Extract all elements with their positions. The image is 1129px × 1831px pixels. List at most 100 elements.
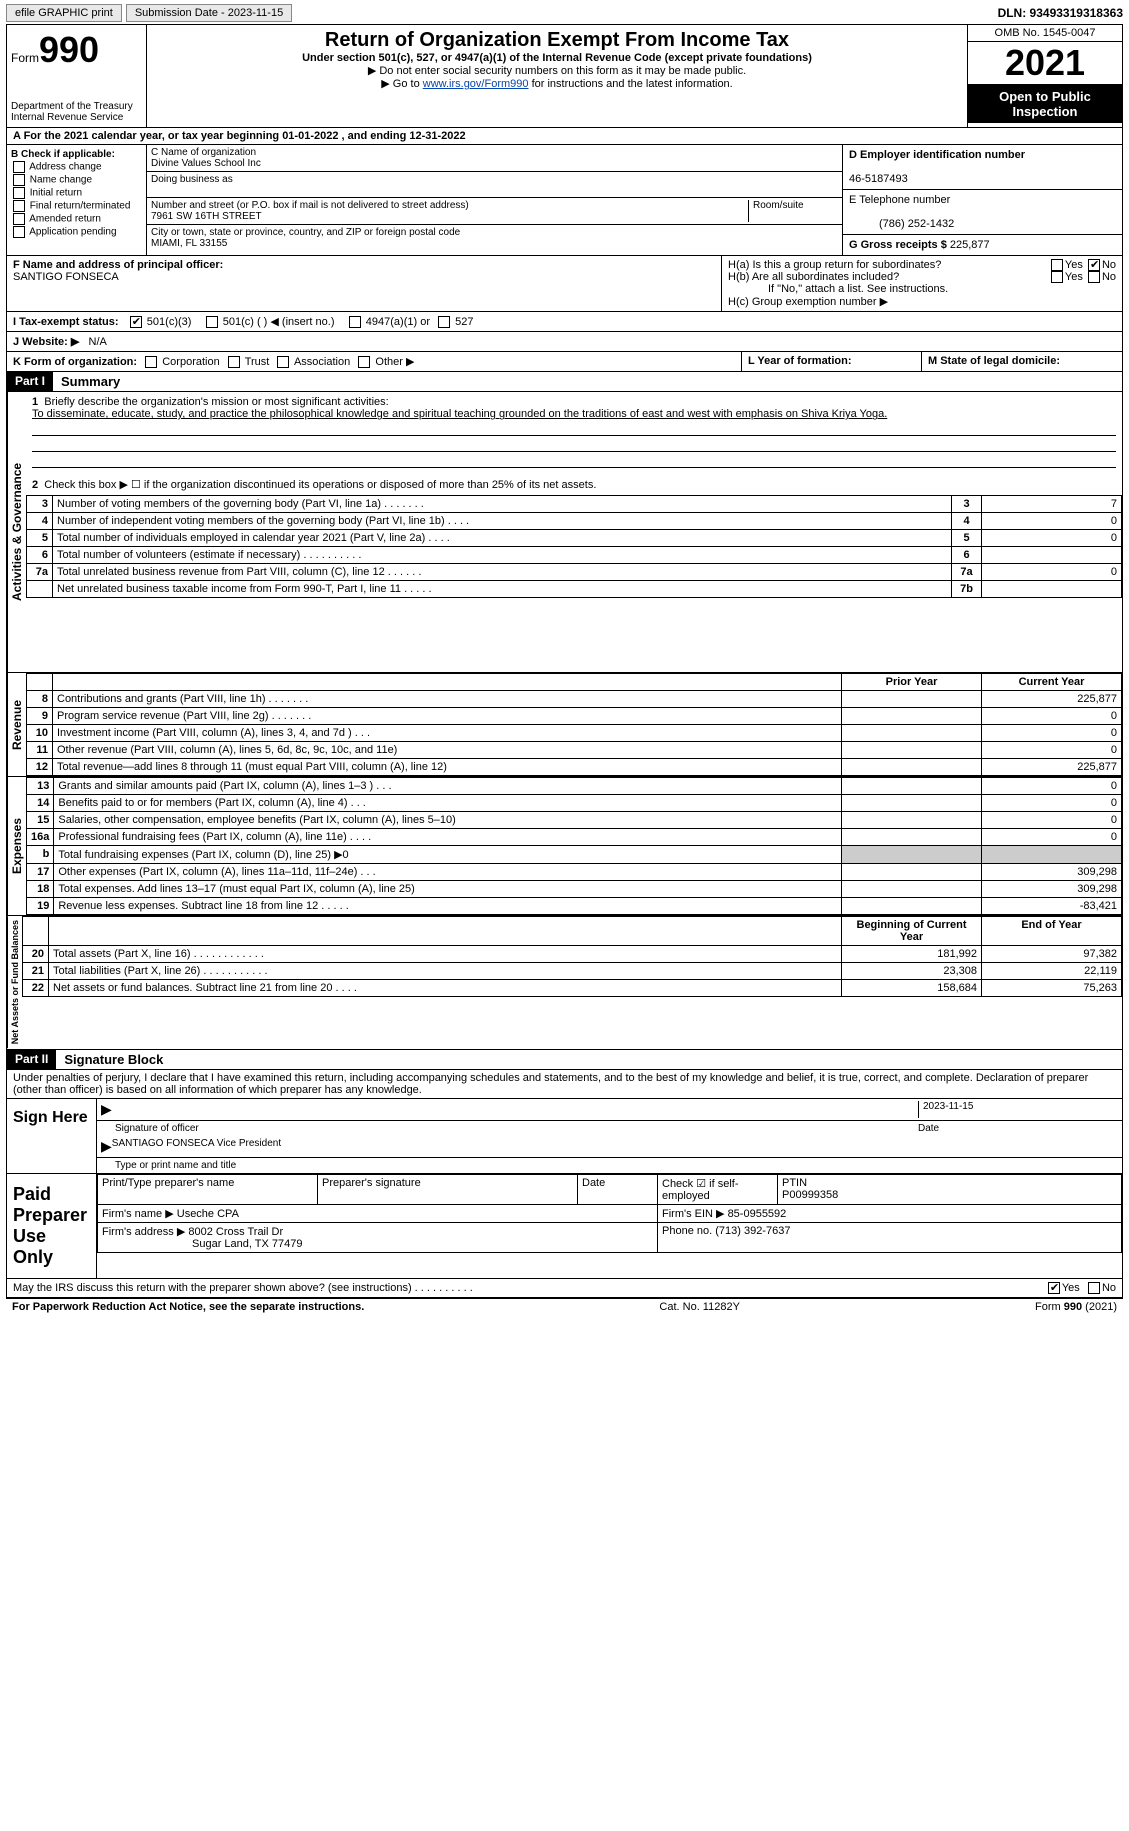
irs-link[interactable]: www.irs.gov/Form990: [423, 78, 529, 90]
row-a-period: A For the 2021 calendar year, or tax yea…: [6, 128, 1123, 145]
table-expenses: 13Grants and similar amounts paid (Part …: [26, 777, 1122, 915]
declaration-text: Under penalties of perjury, I declare th…: [6, 1070, 1123, 1099]
cb-address-change[interactable]: Address change: [11, 161, 142, 173]
box-b: B Check if applicable: Address change Na…: [7, 145, 147, 255]
addr-value: 7961 SW 16TH STREET: [151, 211, 748, 222]
firm-addr1: 8002 Cross Trail Dr: [188, 1226, 283, 1238]
ptin-value: P00999358: [782, 1189, 838, 1201]
pp-check-label: Check ☑ if self-employed: [662, 1178, 739, 1202]
firm-name-label: Firm's name ▶: [102, 1208, 174, 1220]
firm-ein-value: 85-0955592: [728, 1208, 787, 1220]
irs-label: Internal Revenue Service: [11, 112, 142, 123]
sig-date-value: 2023-11-15: [918, 1101, 1118, 1118]
may-irs-row: May the IRS discuss this return with the…: [6, 1279, 1123, 1298]
form-word: Form: [11, 51, 39, 65]
cb-name-change[interactable]: Name change: [11, 174, 142, 186]
preparer-table: Print/Type preparer's name Preparer's si…: [97, 1174, 1122, 1253]
box-l: L Year of formation:: [742, 352, 922, 371]
firm-addr2: Sugar Land, TX 77479: [102, 1238, 303, 1250]
tab-revenue: Revenue: [7, 673, 26, 776]
org-name: Divine Values School Inc: [151, 158, 838, 169]
tax-exempt-label: I Tax-exempt status:: [13, 316, 119, 328]
cb-527[interactable]: [438, 316, 450, 328]
phone-label: E Telephone number: [849, 194, 950, 206]
cb-amended-return[interactable]: Amended return: [11, 213, 142, 225]
sig-officer-label: Signature of officer: [115, 1123, 918, 1134]
ein-value: 46-5187493: [849, 173, 908, 185]
room-suite-label: Room/suite: [748, 200, 838, 222]
submission-date-button[interactable]: Submission Date - 2023-11-15: [126, 4, 292, 22]
hb-label: H(b) Are all subordinates included?: [728, 271, 968, 283]
pp-sig-label: Preparer's signature: [322, 1177, 421, 1189]
paid-preparer-label: Paid Preparer Use Only: [7, 1174, 97, 1278]
cb-501c3[interactable]: [130, 316, 142, 328]
arrow-icon: ▶: [101, 1101, 112, 1118]
box-b-label: B Check if applicable:: [11, 149, 115, 160]
part2-header: Part II: [7, 1050, 56, 1069]
firm-ein-label: Firm's EIN ▶: [662, 1208, 725, 1220]
cb-may-irs-no[interactable]: [1088, 1282, 1100, 1294]
subtitle-1: Under section 501(c), 527, or 4947(a)(1)…: [151, 52, 963, 64]
efile-print-button[interactable]: efile GRAPHIC print: [6, 4, 122, 22]
officer-label: F Name and address of principal officer:: [13, 259, 223, 271]
part2-title: Signature Block: [56, 1050, 171, 1069]
part1-title: Summary: [53, 372, 128, 391]
dln-text: DLN: 93493319318363: [998, 6, 1123, 20]
footer-right: Form 990 (2021): [1035, 1301, 1117, 1313]
q2-label: Check this box ▶ ☐ if the organization d…: [44, 479, 596, 491]
tab-activities-governance: Activities & Governance: [7, 392, 26, 672]
website-value: N/A: [89, 336, 107, 348]
phone-value: (786) 252-1432: [849, 218, 954, 230]
cb-initial-return[interactable]: Initial return: [11, 187, 142, 199]
part1-header: Part I: [7, 372, 53, 391]
ptin-label: PTIN: [782, 1177, 807, 1189]
footer-mid: Cat. No. 11282Y: [659, 1301, 740, 1313]
cb-final-return[interactable]: Final return/terminated: [11, 200, 142, 212]
table-net-assets: Beginning of Current YearEnd of Year20To…: [22, 916, 1122, 997]
pp-name-label: Print/Type preparer's name: [102, 1177, 234, 1189]
box-g: G Gross receipts $ 225,877: [843, 235, 1122, 255]
table-revenue: Prior YearCurrent Year8Contributions and…: [26, 673, 1122, 776]
may-irs-text: May the IRS discuss this return with the…: [13, 1282, 473, 1294]
dept-treasury: Department of the Treasury: [11, 101, 142, 112]
city-label: City or town, state or province, country…: [151, 227, 838, 238]
tax-year: 2021: [968, 42, 1122, 85]
cb-501c[interactable]: [206, 316, 218, 328]
cb-trust[interactable]: [228, 356, 240, 368]
cb-other[interactable]: [358, 356, 370, 368]
box-m: M State of legal domicile:: [922, 352, 1122, 371]
form-header: Form990 Department of the Treasury Inter…: [6, 24, 1123, 128]
box-f: F Name and address of principal officer:…: [7, 256, 722, 311]
gross-receipts-label: G Gross receipts $: [849, 239, 947, 251]
gross-receipts-value: 225,877: [950, 239, 990, 251]
subtitle-3: ▶ Go to www.irs.gov/Form990 for instruct…: [151, 77, 963, 90]
cb-assoc[interactable]: [277, 356, 289, 368]
cb-corp[interactable]: [145, 356, 157, 368]
tab-expenses: Expenses: [7, 777, 26, 915]
cb-may-irs-yes[interactable]: [1048, 1282, 1060, 1294]
addr-label: Number and street (or P.O. box if mail i…: [151, 200, 748, 211]
box-i: I Tax-exempt status: 501(c)(3) 501(c) ( …: [7, 312, 1122, 331]
box-e: E Telephone number (786) 252-1432: [843, 190, 1122, 235]
firm-addr-label: Firm's address ▶: [102, 1226, 185, 1238]
table-activities-governance: 3Number of voting members of the governi…: [26, 495, 1122, 598]
arrow-icon: ▶: [101, 1138, 112, 1155]
ha-label: H(a) Is this a group return for subordin…: [728, 259, 968, 271]
form-org-label: K Form of organization:: [13, 356, 137, 368]
type-name-label: Type or print name and title: [97, 1158, 1122, 1173]
org-name-label: C Name of organization: [151, 147, 838, 158]
form-number: 990: [39, 29, 99, 70]
website-label: J Website: ▶: [13, 336, 79, 348]
cb-app-pending[interactable]: Application pending: [11, 226, 142, 238]
firm-name-value: Useche CPA: [177, 1208, 239, 1220]
cb-4947[interactable]: [349, 316, 361, 328]
sign-here-label: Sign Here: [7, 1099, 97, 1173]
city-value: MIAMI, FL 33155: [151, 238, 838, 249]
dba-label: Doing business as: [151, 174, 838, 185]
form-title: Return of Organization Exempt From Incom…: [151, 29, 963, 52]
tab-net-assets: Net Assets or Fund Balances: [7, 916, 22, 1048]
mission-text: To disseminate, educate, study, and prac…: [32, 408, 887, 420]
top-bar: efile GRAPHIC print Submission Date - 20…: [6, 4, 1123, 22]
hc-label: H(c) Group exemption number ▶: [728, 295, 1116, 308]
omb-number: OMB No. 1545-0047: [968, 25, 1122, 42]
